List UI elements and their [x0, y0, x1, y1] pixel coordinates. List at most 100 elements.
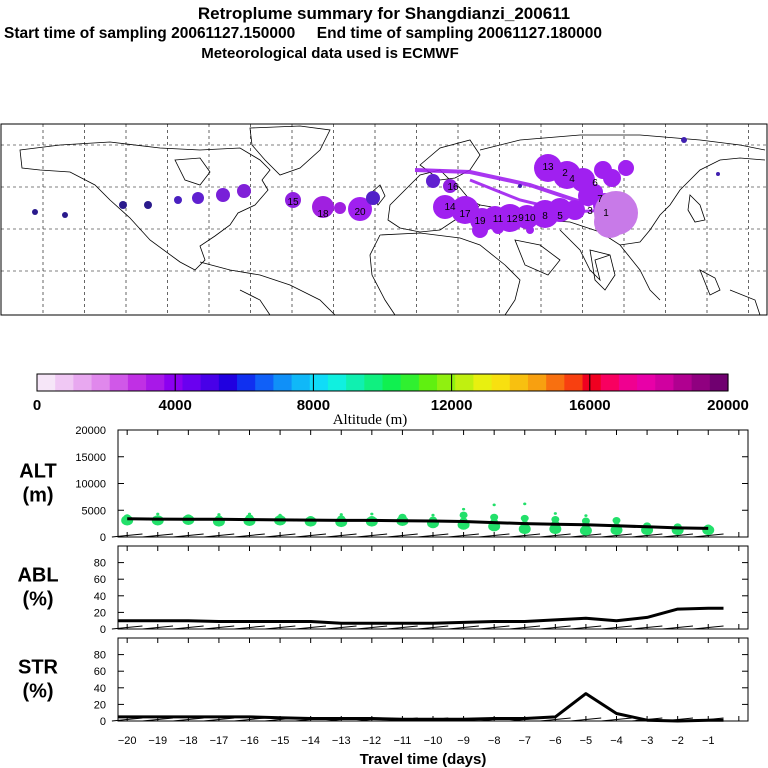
coastline-6 — [419, 139, 481, 181]
colorbar-swatch — [655, 374, 675, 391]
x-minor-tick — [631, 533, 663, 538]
altitude-marker — [523, 502, 527, 506]
x-minor-tick — [295, 533, 327, 538]
y-tick-label: 20 — [94, 699, 106, 711]
altitude-marker — [492, 503, 496, 507]
y-tick-label: 40 — [94, 591, 106, 603]
x-tick-label: −14 — [301, 735, 320, 747]
x-tick-label: −10 — [424, 735, 443, 747]
plume-marker — [526, 226, 534, 234]
plume-day-label: 5 — [557, 211, 563, 222]
y-tick-label: 80 — [94, 650, 106, 662]
colorbar-swatch — [709, 374, 729, 391]
colorbar-swatch — [491, 374, 511, 391]
x-minor-tick — [539, 533, 571, 538]
x-minor-tick — [448, 533, 479, 538]
x-minor-tick — [662, 533, 694, 538]
x-minor-tick — [325, 533, 357, 538]
x-minor-tick — [295, 625, 327, 630]
colorbar-swatch — [237, 374, 256, 391]
altitude-marker — [549, 523, 562, 535]
altitude-marker — [581, 517, 590, 525]
x-axis-label: Travel time (days) — [360, 751, 487, 768]
colorbar-swatch — [127, 374, 147, 391]
coastline-16 — [729, 289, 761, 316]
x-minor-tick — [478, 533, 510, 538]
x-minor-tick — [172, 717, 204, 722]
x-tick-label: −9 — [457, 735, 470, 747]
x-minor-tick — [387, 533, 418, 538]
plume-marker — [443, 179, 457, 193]
x-tick-label: −17 — [210, 735, 229, 747]
colorbar-swatch — [564, 374, 584, 391]
coastline-3 — [199, 261, 336, 316]
x-minor-tick — [142, 533, 174, 538]
altitude-marker — [518, 523, 531, 535]
y-tick-label: 0 — [100, 532, 106, 544]
colorbar-swatch — [255, 374, 274, 391]
coastline-9 — [369, 234, 396, 316]
plume-marker — [571, 168, 595, 192]
x-minor-tick — [325, 625, 357, 630]
plume-marker — [285, 192, 301, 208]
altitude-marker — [278, 513, 282, 517]
colorbar-swatch — [618, 374, 638, 391]
x-minor-tick — [387, 625, 418, 630]
x-minor-tick — [509, 625, 541, 630]
x-tick-label: −13 — [332, 735, 351, 747]
plume-marker — [603, 169, 621, 187]
x-minor-tick — [509, 533, 541, 538]
panel-ylabel-unit: (%) — [22, 589, 53, 611]
x-minor-tick — [601, 717, 632, 722]
colorbar-tick-label: 4000 — [159, 397, 192, 414]
colorbar-swatch — [218, 374, 238, 391]
x-minor-tick — [172, 625, 204, 630]
plume-marker — [192, 192, 204, 204]
x-minor-tick — [539, 625, 571, 630]
abl-panel-line — [118, 606, 724, 625]
colorbar-swatch — [55, 374, 74, 391]
coastline-2 — [249, 125, 331, 176]
altitude-marker — [398, 513, 407, 521]
colorbar-tick-label: 0 — [33, 397, 41, 414]
altitude-mean-line — [127, 517, 709, 530]
x-minor-tick — [172, 533, 204, 538]
x-minor-tick — [203, 717, 235, 722]
plume-marker — [312, 196, 334, 218]
colorbar-swatch — [37, 374, 56, 391]
colorbar-swatch — [691, 374, 711, 391]
str-panel-line — [118, 692, 724, 723]
colorbar-swatch — [546, 374, 565, 391]
coastline-10 — [479, 134, 766, 151]
plume-marker — [587, 184, 603, 200]
x-minor-tick — [142, 625, 174, 630]
x-minor-tick — [417, 625, 449, 630]
coastline-13 — [619, 244, 661, 301]
x-tick-label: −8 — [488, 735, 501, 747]
plume-day-label: 12 — [506, 214, 518, 225]
altitude-marker — [520, 514, 529, 522]
x-minor-tick — [601, 533, 632, 538]
altitude-marker — [459, 511, 468, 519]
altitude-marker — [579, 525, 592, 536]
plume-marker — [594, 206, 626, 238]
plume-day-label: 13 — [542, 162, 554, 173]
plume-day-label: 19 — [474, 216, 486, 227]
x-tick-label: −12 — [362, 735, 381, 747]
altitude-marker — [125, 514, 129, 517]
x-minor-tick — [203, 533, 235, 538]
y-tick-label: 15000 — [75, 452, 106, 464]
altitude-marker — [217, 513, 221, 516]
coastline-1 — [174, 157, 211, 186]
colorbar-tick-label: 8000 — [297, 397, 330, 414]
plume-marker — [334, 202, 346, 214]
x-minor-tick — [234, 625, 265, 630]
altitude-marker — [553, 512, 557, 515]
x-tick-label: −11 — [393, 735, 411, 747]
x-minor-tick — [601, 625, 632, 630]
plume-marker — [216, 188, 230, 202]
altitude-marker — [490, 513, 499, 521]
x-minor-tick — [203, 625, 235, 630]
